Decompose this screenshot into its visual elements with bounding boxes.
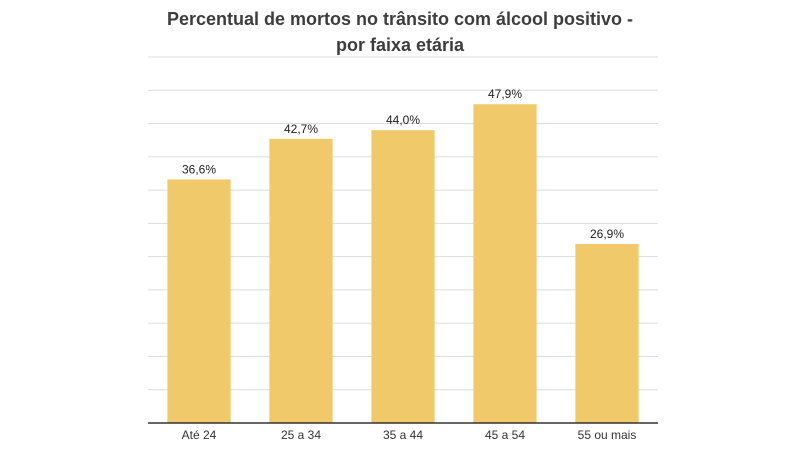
data-label: 42,7% [284,122,318,136]
bar [371,130,435,423]
x-tick-label: 55 ou mais [578,428,637,442]
data-label: 47,9% [488,87,522,101]
x-tick-label: 35 a 44 [383,428,423,442]
chart-title: Percentual de mortos no trânsito com álc… [0,6,800,58]
chart-title-line-1: Percentual de mortos no trânsito com álc… [166,9,634,29]
bar [575,243,639,423]
data-label: 44,0% [386,113,420,127]
x-tick-label: 45 a 54 [485,428,525,442]
chart-title-line-2: por faixa etária [335,35,465,55]
bar [167,179,231,423]
bar [269,138,333,424]
x-tick-label: Até 24 [182,428,217,442]
data-label: 36,6% [182,162,216,176]
data-label: 26,9% [590,227,624,241]
x-tick-label: 25 a 34 [281,428,321,442]
bar [473,104,537,423]
